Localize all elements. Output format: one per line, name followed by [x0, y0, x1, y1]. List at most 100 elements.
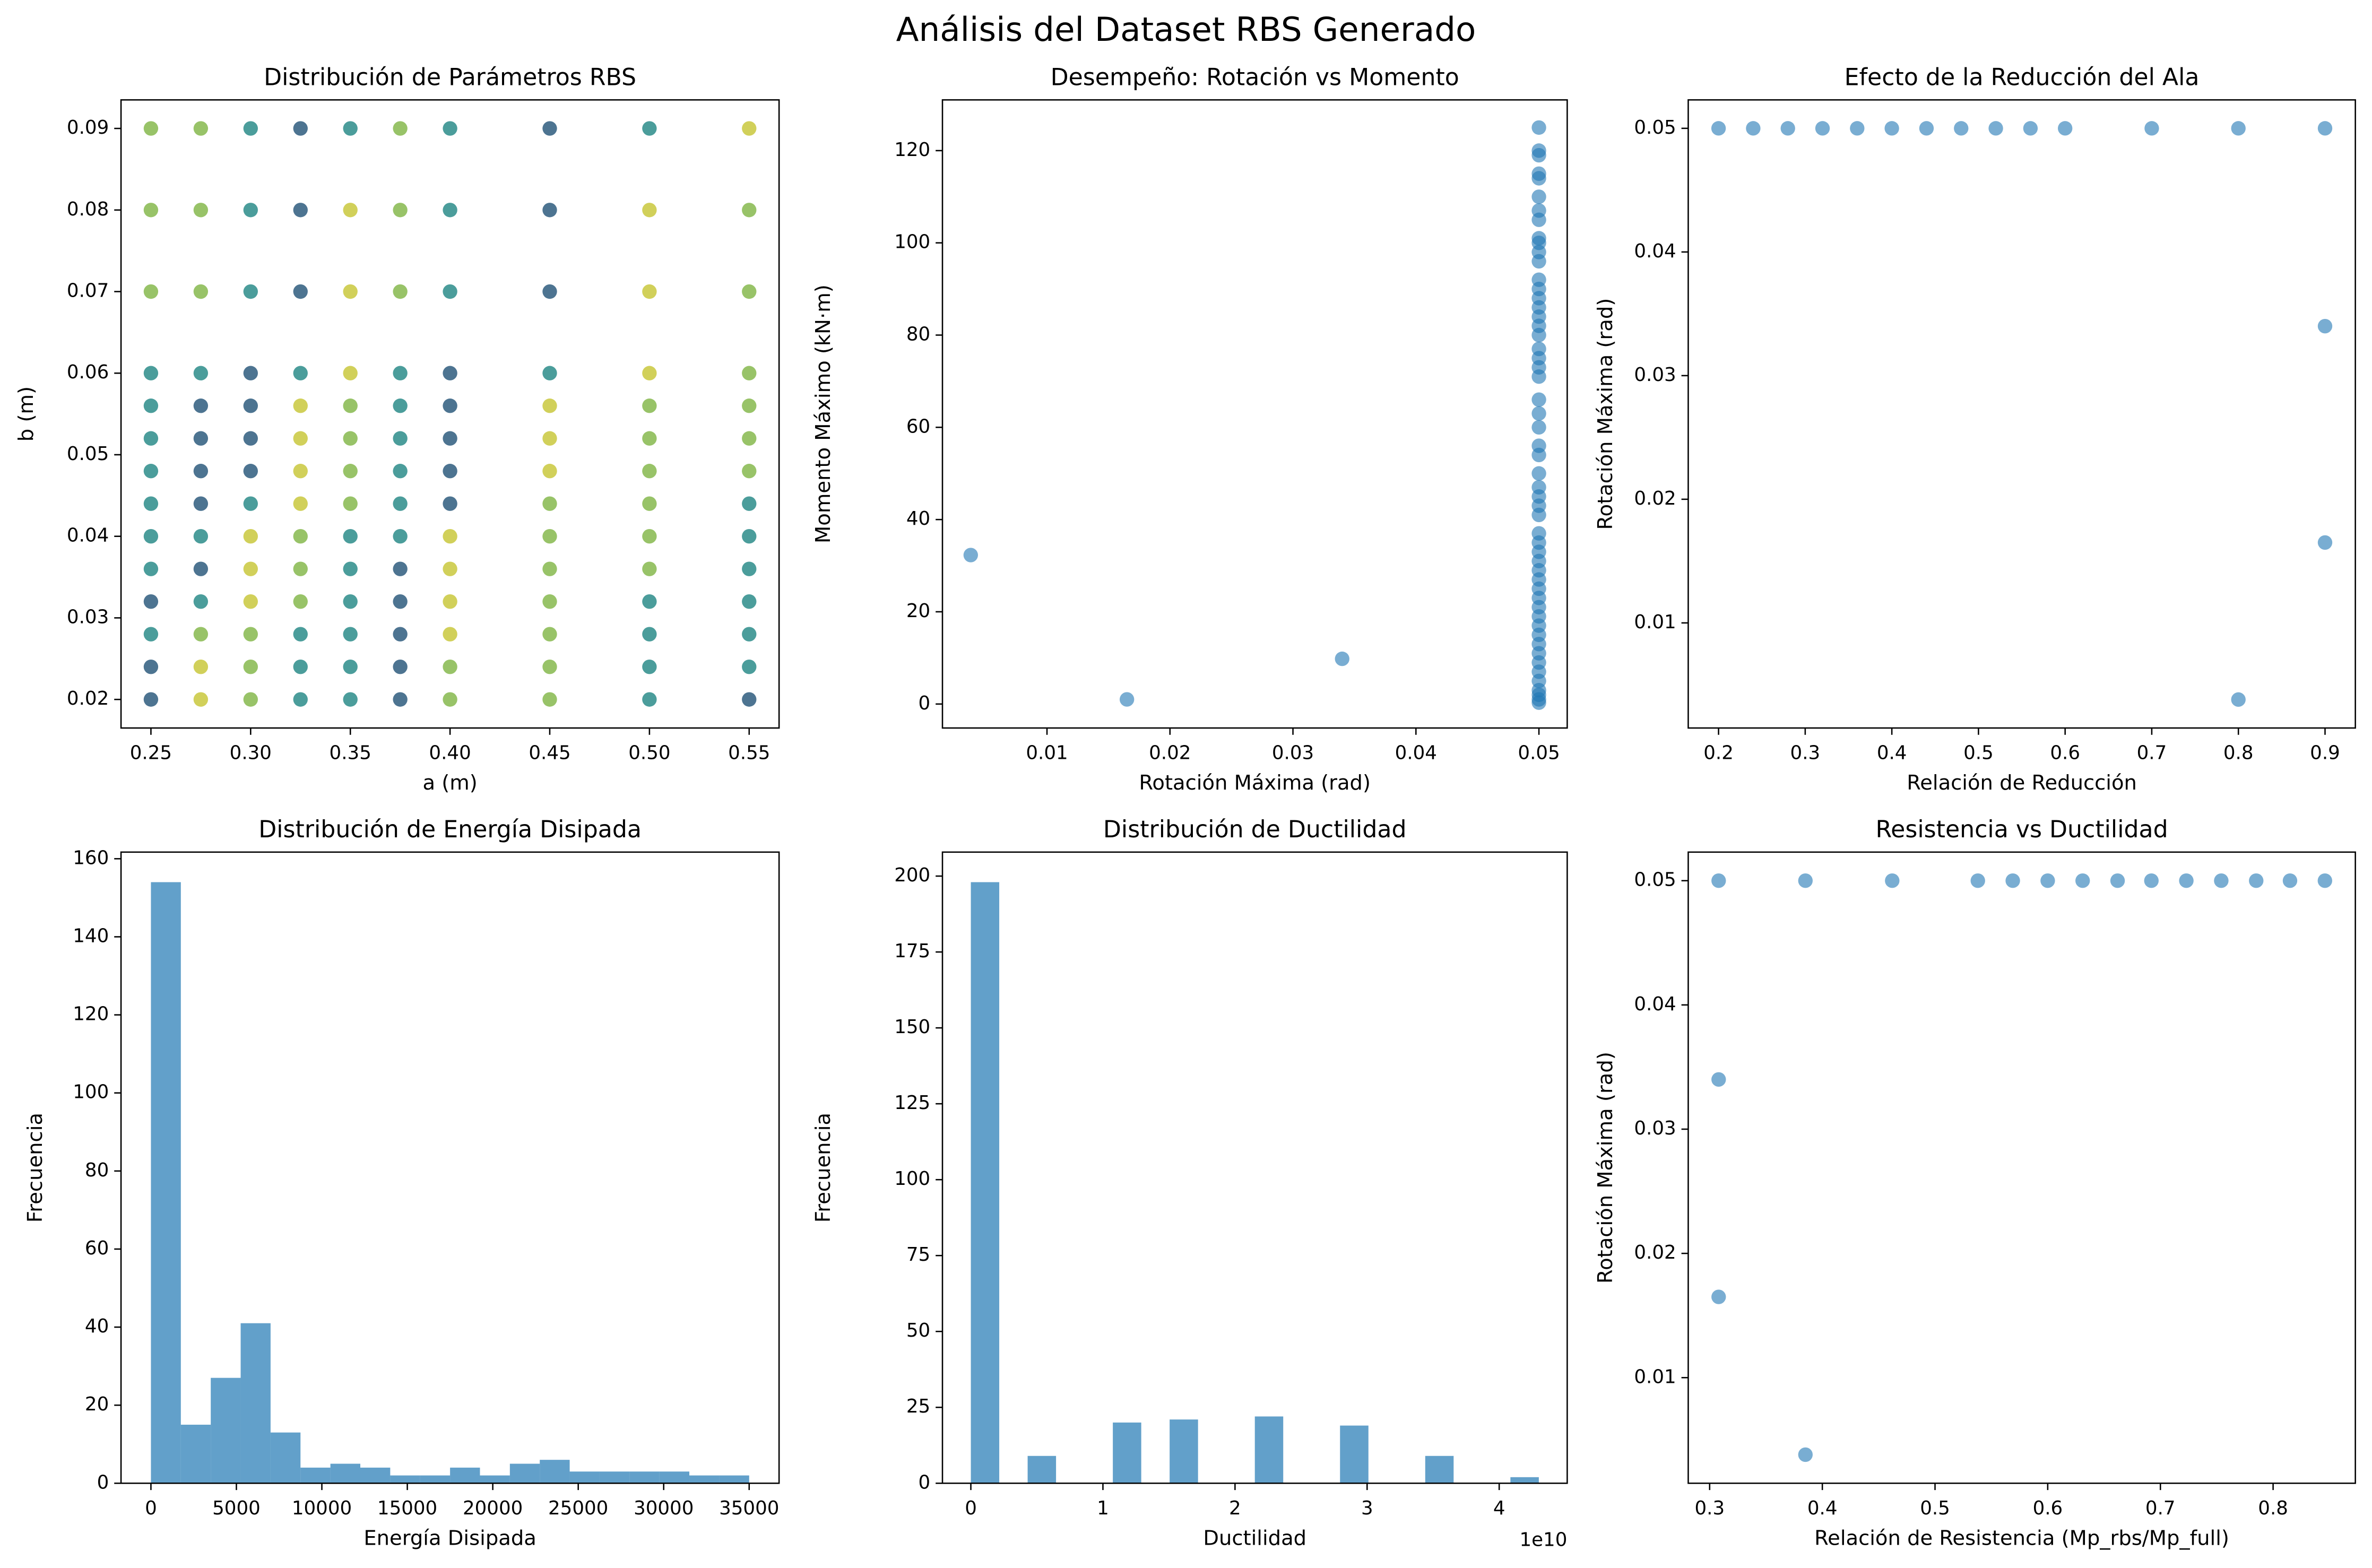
scatter-point: [1119, 692, 1135, 707]
scatter-point: [542, 366, 557, 380]
scatter-point: [1970, 873, 1985, 888]
scatter-point: [542, 284, 557, 299]
x-tick-label: 30000: [634, 1497, 694, 1519]
histogram-bar: [659, 1471, 690, 1484]
y-axis-label: Rotación Máxima (rad): [1594, 298, 1617, 530]
scatter-point: [1850, 121, 1865, 136]
subplot-title: Desempeño: Rotación vs Momento: [1051, 64, 1459, 91]
x-tick-label: 2: [1229, 1497, 1241, 1519]
x-tick-label: 1: [1097, 1497, 1109, 1519]
scatter-point: [143, 561, 159, 576]
scatter-point: [542, 692, 557, 707]
y-tick-label: 0.05: [1634, 117, 1676, 138]
scatter-point: [542, 561, 557, 576]
scatter-point: [393, 121, 408, 136]
scatter-point: [343, 284, 358, 299]
scatter-point: [393, 366, 408, 380]
x-tick-label: 0.35: [330, 742, 371, 764]
x-tick-label: 0.3: [1694, 1497, 1725, 1519]
figure-title: Análisis del Dataset RBS Generado: [896, 10, 1476, 49]
x-axis-label: Relación de Reducción: [1907, 771, 2137, 795]
y-tick-label: 0: [919, 1471, 931, 1493]
scatter-point: [443, 561, 457, 576]
scatter-point: [742, 464, 757, 479]
scatter-point: [2179, 873, 2194, 888]
x-tick-label: 0.30: [230, 742, 272, 764]
y-tick-label: 20: [85, 1393, 109, 1415]
histogram-bar: [1425, 1456, 1454, 1484]
y-tick-label: 160: [73, 847, 109, 869]
scatter-point: [393, 627, 408, 642]
scatter-point: [1711, 1289, 1726, 1304]
scatter-point: [642, 561, 657, 576]
scatter-point: [742, 496, 757, 511]
scatter-point: [1798, 1447, 1813, 1462]
scatter-point: [1919, 121, 1934, 136]
scatter-point: [2005, 873, 2020, 888]
histogram-bar: [1170, 1419, 1198, 1484]
scatter-point: [642, 594, 657, 609]
x-tick-label: 25000: [548, 1497, 608, 1519]
x-axis-label: Rotación Máxima (rad): [1139, 771, 1371, 795]
y-tick-label: 75: [906, 1244, 930, 1266]
scatter-point: [742, 431, 757, 446]
scatter-point: [1531, 420, 1546, 435]
x-tick-label: 5000: [212, 1497, 261, 1519]
x-axis-label: Relación de Resistencia (Mp_rbs/Mp_full): [1814, 1526, 2229, 1550]
histogram-bar: [450, 1467, 480, 1484]
scatter-point: [2282, 873, 2298, 888]
x-tick-label: 0.25: [130, 742, 172, 764]
scatter-point: [443, 431, 457, 446]
x-tick-label: 20000: [463, 1497, 523, 1519]
scatter-point: [293, 366, 308, 380]
scatter-point: [742, 561, 757, 576]
scatter-point: [193, 366, 209, 380]
histogram-bar: [151, 882, 181, 1484]
x-tick-label: 0.4: [1877, 742, 1907, 764]
histogram-bar: [1340, 1425, 1369, 1484]
histogram-bar: [300, 1467, 331, 1484]
scatter-point: [542, 431, 557, 446]
y-tick-label: 0.05: [1634, 869, 1676, 891]
histogram-bar: [971, 882, 1000, 1484]
histogram-bar: [390, 1475, 420, 1484]
scatter-point: [443, 594, 457, 609]
y-tick-label: 60: [85, 1237, 109, 1259]
scatter-point: [193, 627, 209, 642]
scatter-point: [443, 496, 457, 511]
scatter-point: [642, 203, 657, 218]
y-tick-label: 0.01: [1634, 1366, 1676, 1388]
histogram-bar: [689, 1475, 720, 1484]
scatter-point: [1780, 121, 1795, 136]
scatter-point: [393, 464, 408, 479]
x-tick-label: 35000: [719, 1497, 779, 1519]
y-axis-label: b (m): [14, 386, 38, 441]
scatter-point: [293, 121, 308, 136]
scatter-point: [2075, 873, 2090, 888]
x-tick-label: 0.6: [2033, 1497, 2063, 1519]
scatter-point: [1711, 121, 1726, 136]
x-tick-label: 0.5: [1920, 1497, 1950, 1519]
x-axis-label: Energía Disipada: [363, 1526, 536, 1550]
y-tick-label: 150: [894, 1016, 930, 1038]
x-tick-label: 0.5: [1963, 742, 1994, 764]
x-tick-label: 0.8: [2223, 742, 2254, 764]
scatter-point: [243, 203, 258, 218]
scatter-point: [343, 399, 358, 413]
scatter-point: [542, 464, 557, 479]
scatter-point: [343, 594, 358, 609]
scatter-point: [193, 203, 209, 218]
x-tick-label: 0.50: [628, 742, 670, 764]
scatter-point: [1531, 406, 1546, 421]
subplot-title: Resistencia vs Ductilidad: [1875, 816, 2168, 843]
y-tick-label: 0.08: [67, 198, 109, 220]
y-tick-label: 20: [906, 600, 930, 622]
x-tick-label: 0.2: [1703, 742, 1734, 764]
x-tick-label: 0.01: [1026, 742, 1068, 764]
x-tick-label: 0.40: [429, 742, 471, 764]
scatter-point: [343, 659, 358, 674]
scatter-point: [293, 529, 308, 544]
y-tick-label: 200: [894, 864, 930, 886]
histogram-bar: [270, 1432, 301, 1484]
scatter-point: [243, 627, 258, 642]
